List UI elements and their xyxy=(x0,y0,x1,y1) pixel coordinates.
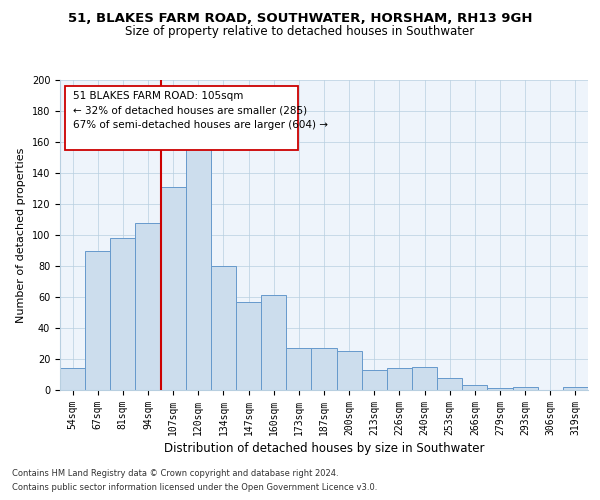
Bar xyxy=(236,302,261,390)
Text: Size of property relative to detached houses in Southwater: Size of property relative to detached ho… xyxy=(125,25,475,38)
FancyBboxPatch shape xyxy=(65,86,298,150)
Bar xyxy=(437,378,462,390)
Bar xyxy=(211,266,236,390)
Bar xyxy=(110,238,136,390)
Bar xyxy=(311,348,337,390)
Bar xyxy=(512,387,538,390)
Bar xyxy=(186,146,211,390)
Bar xyxy=(161,187,186,390)
Bar xyxy=(136,222,161,390)
Bar xyxy=(85,250,110,390)
Bar xyxy=(412,367,437,390)
Bar xyxy=(563,387,588,390)
Text: 51, BLAKES FARM ROAD, SOUTHWATER, HORSHAM, RH13 9GH: 51, BLAKES FARM ROAD, SOUTHWATER, HORSHA… xyxy=(68,12,532,26)
Bar xyxy=(286,348,311,390)
Y-axis label: Number of detached properties: Number of detached properties xyxy=(16,148,26,322)
Bar xyxy=(362,370,387,390)
Bar xyxy=(487,388,512,390)
Text: Contains public sector information licensed under the Open Government Licence v3: Contains public sector information licen… xyxy=(12,484,377,492)
Bar xyxy=(387,368,412,390)
Text: 51 BLAKES FARM ROAD: 105sqm
← 32% of detached houses are smaller (285)
67% of se: 51 BLAKES FARM ROAD: 105sqm ← 32% of det… xyxy=(73,91,328,130)
Bar xyxy=(60,368,85,390)
X-axis label: Distribution of detached houses by size in Southwater: Distribution of detached houses by size … xyxy=(164,442,484,455)
Bar xyxy=(462,386,487,390)
Bar xyxy=(261,296,286,390)
Text: Contains HM Land Registry data © Crown copyright and database right 2024.: Contains HM Land Registry data © Crown c… xyxy=(12,468,338,477)
Bar xyxy=(337,351,362,390)
